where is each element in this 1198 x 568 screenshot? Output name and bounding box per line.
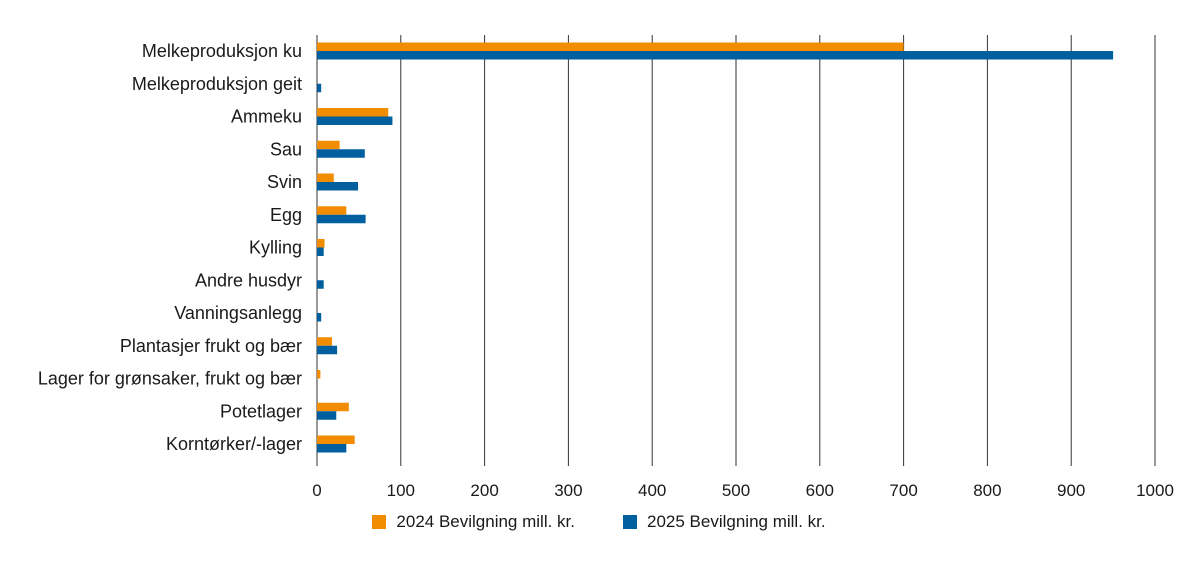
- bar-2025: [317, 83, 322, 93]
- bar-2024: [317, 370, 321, 379]
- legend: 2024 Bevilgning mill. kr. 2025 Bevilgnin…: [0, 512, 1198, 532]
- x-tick-label: 200: [470, 481, 498, 500]
- x-tick-label: 300: [554, 481, 582, 500]
- category-label: Korntørker/-lager: [166, 434, 302, 454]
- x-tick-label: 600: [806, 481, 834, 500]
- bar-2025: [317, 214, 366, 224]
- bar-2025: [317, 116, 393, 125]
- x-tick-label: 1000: [1136, 481, 1174, 500]
- bar-2025: [317, 182, 359, 191]
- x-axis-tick-labels: 0 100 200 300 400 500 600 700 800 900 1000: [312, 481, 1174, 500]
- category-label: Melkeproduksjon geit: [132, 74, 302, 94]
- legend-item-2025: 2025 Bevilgning mill. kr.: [623, 512, 826, 532]
- x-tick-label: 800: [973, 481, 1001, 500]
- category-label: Plantasjer frukt og bær: [120, 336, 302, 356]
- x-tick-label: 500: [722, 481, 750, 500]
- bar-2024: [317, 239, 325, 248]
- x-tick-label: 900: [1057, 481, 1085, 500]
- category-label: Svin: [267, 172, 302, 192]
- category-label: Lager for grønsaker, frukt og bær: [38, 369, 302, 389]
- bar-2025: [317, 444, 347, 453]
- bar-2024: [317, 173, 334, 182]
- category-labels: Melkeproduksjon ku Melkeproduksjon geit Am…: [38, 41, 302, 454]
- legend-item-2024: 2024 Bevilgning mill. kr.: [372, 512, 575, 532]
- category-label: Kylling: [249, 238, 302, 258]
- category-label: Melkeproduksjon ku: [142, 41, 302, 61]
- x-tick-label: 100: [387, 481, 415, 500]
- category-label: Andre husdyr: [195, 270, 302, 290]
- bar-2025: [317, 51, 1114, 60]
- category-label: Ammeku: [231, 107, 302, 127]
- category-label: Potetlager: [220, 401, 302, 421]
- bar-2024: [317, 337, 333, 346]
- category-label: Egg: [270, 205, 302, 225]
- x-tick-label: 400: [638, 481, 666, 500]
- bar-2025: [317, 149, 365, 158]
- legend-swatch-2025: [623, 515, 637, 529]
- category-label: Sau: [270, 139, 302, 159]
- legend-label-2025: 2025 Bevilgning mill. kr.: [647, 512, 826, 531]
- x-tick-label: 700: [889, 481, 917, 500]
- bar-2024: [317, 206, 347, 215]
- gridlines: [316, 35, 1156, 466]
- bar-2024: [317, 108, 389, 117]
- bar-2025: [317, 411, 337, 420]
- legend-swatch-2024: [372, 515, 387, 529]
- bars: [317, 42, 1114, 453]
- bar-2024: [317, 140, 340, 150]
- bar-2024: [317, 402, 349, 412]
- bar-2025: [317, 313, 322, 322]
- x-tick-label: 0: [312, 481, 321, 500]
- category-label: Vanningsanlegg: [174, 303, 302, 323]
- bar-2025: [317, 345, 338, 355]
- legend-label-2024: 2024 Bevilgning mill. kr.: [396, 512, 575, 531]
- bar-2025: [317, 280, 324, 289]
- bar-2024: [317, 435, 355, 444]
- bar-2025: [317, 247, 324, 256]
- bar-2024: [317, 42, 904, 51]
